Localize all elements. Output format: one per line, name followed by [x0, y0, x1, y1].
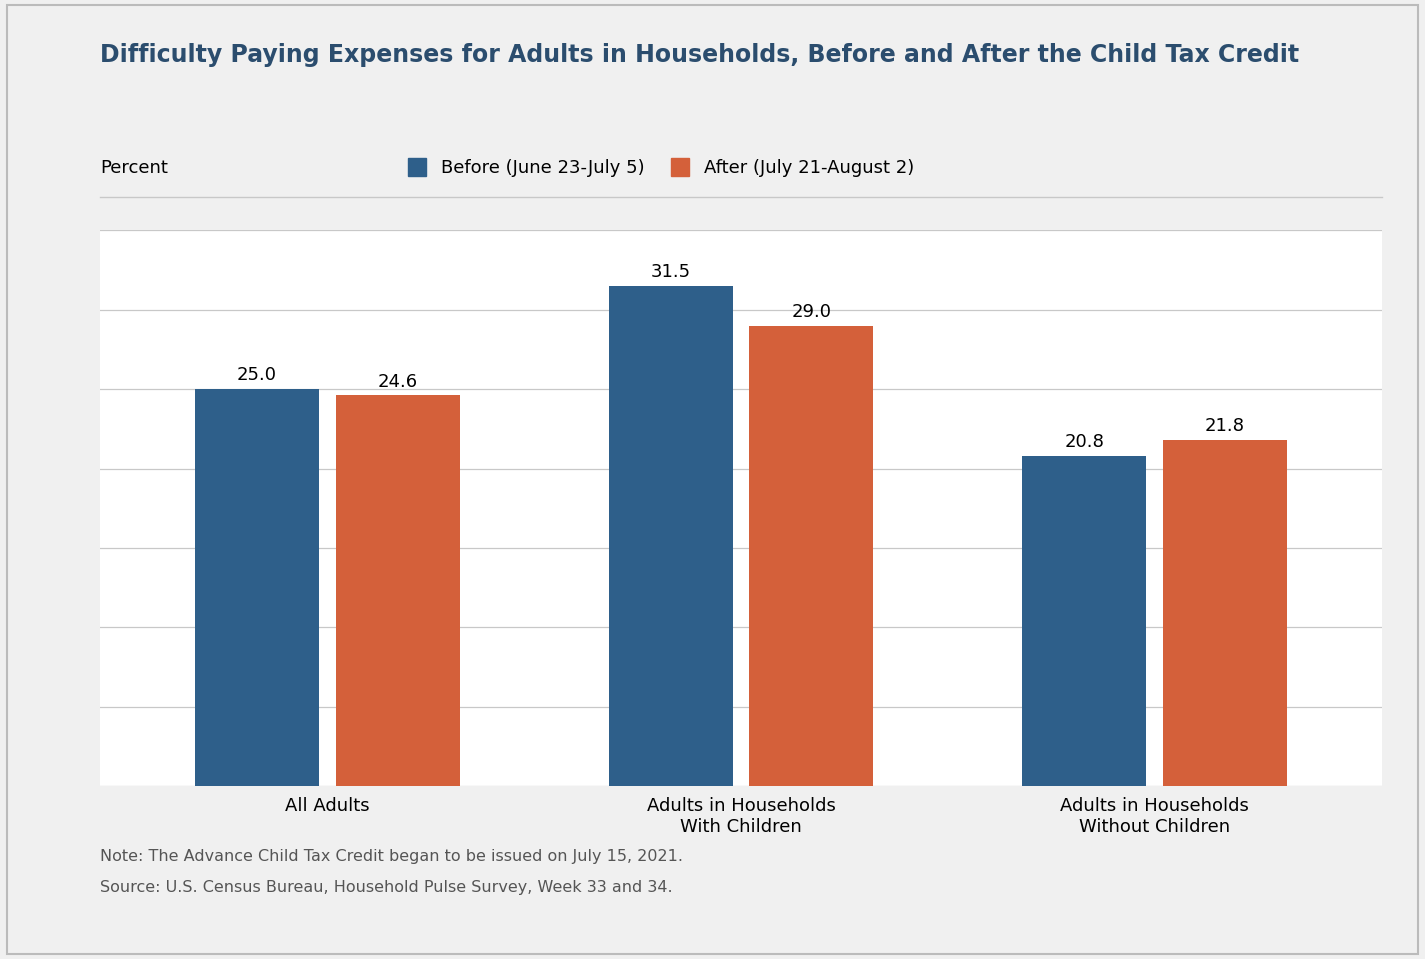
Bar [608, 286, 732, 786]
Text: Difficulty Paying Expenses for Adults in Households, Before and After the Child : Difficulty Paying Expenses for Adults in… [100, 43, 1298, 67]
Text: 29.0: 29.0 [791, 303, 831, 320]
Legend: Before (June 23-July 5), After (July 21-August 2): Before (June 23-July 5), After (July 21-… [408, 157, 913, 177]
Bar [1022, 456, 1147, 786]
Text: 25.0: 25.0 [237, 366, 276, 385]
Text: Source: U.S. Census Bureau, Household Pulse Survey, Week 33 and 34.: Source: U.S. Census Bureau, Household Pu… [100, 880, 673, 896]
Text: 24.6: 24.6 [378, 373, 418, 390]
Text: 31.5: 31.5 [651, 263, 691, 281]
Text: 20.8: 20.8 [1064, 433, 1104, 451]
Bar [335, 395, 460, 786]
Bar [195, 389, 319, 786]
Text: 21.8: 21.8 [1206, 417, 1245, 435]
Text: Percent: Percent [100, 159, 168, 176]
Bar [750, 325, 874, 786]
Text: Note: The Advance Child Tax Credit began to be issued on July 15, 2021.: Note: The Advance Child Tax Credit began… [100, 849, 683, 864]
Bar [1163, 440, 1287, 786]
